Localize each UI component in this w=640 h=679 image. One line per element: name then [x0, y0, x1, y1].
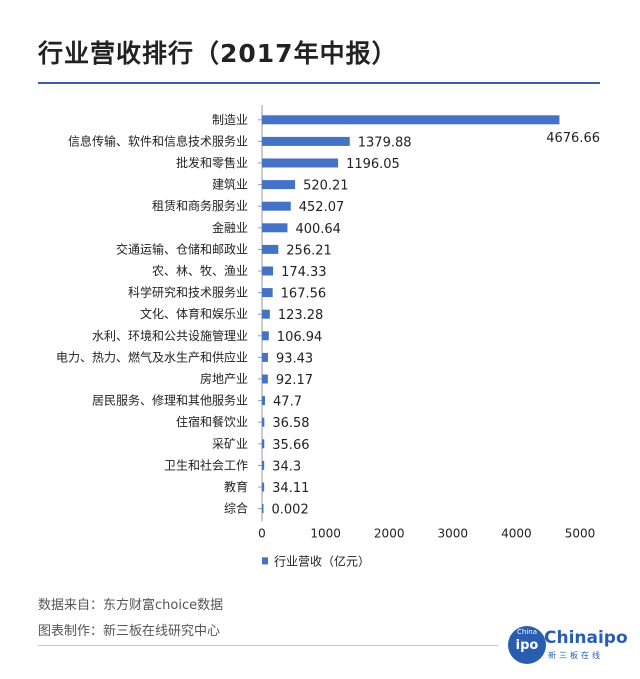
data-source-note: 数据来自：东方财富choice数据	[38, 598, 224, 613]
bar	[262, 136, 350, 146]
data-label: 47.7	[273, 395, 302, 410]
data-label: 520.21	[303, 179, 349, 194]
category-label: 房地产业	[200, 371, 248, 386]
data-label: 174.33	[281, 265, 327, 280]
chart-title: 行业营收排行（2017年中报）	[38, 39, 398, 68]
bar	[262, 309, 270, 319]
bar	[262, 223, 288, 233]
data-label: 1196.05	[346, 157, 400, 172]
category-label: 金融业	[212, 220, 248, 235]
data-label: 92.17	[276, 373, 313, 388]
bar	[262, 374, 268, 384]
category-label: 卫生和社会工作	[164, 457, 248, 472]
logo-badge-small-text: China	[517, 628, 537, 636]
x-tick-label: 1000	[310, 526, 341, 540]
data-label: 167.56	[281, 287, 327, 302]
data-label: 35.66	[272, 438, 309, 453]
data-label: 34.11	[272, 481, 309, 496]
bar-chart: 制造业 4676.66 信息传输、软件和信息技术服务业 1379.88 批发和零售业 11…	[56, 105, 600, 568]
legend-label: 行业营收（亿元）	[274, 553, 370, 568]
bar	[262, 201, 291, 211]
data-label: 34.3	[272, 459, 301, 474]
legend-swatch	[262, 557, 268, 565]
category-label: 科学研究和技术服务业	[128, 285, 248, 300]
category-label: 文化、体育和娱乐业	[140, 306, 248, 321]
logo-brand-text: Chinaipo	[544, 628, 628, 648]
bar	[262, 266, 274, 276]
chinaipo-logo: China ipo Chinaipo 新三板在线	[508, 626, 628, 666]
category-label: 交通运输、仓储和邮政业	[116, 241, 248, 256]
logo-subtitle-text: 新三板在线	[548, 651, 603, 660]
data-label: 256.21	[286, 243, 332, 258]
data-label: 452.07	[299, 200, 345, 215]
category-label: 采矿业	[212, 437, 248, 451]
data-label: 93.43	[276, 351, 313, 366]
x-tick-label: 3000	[438, 526, 469, 540]
data-label: 0.002	[272, 503, 309, 518]
category-label: 信息传输、软件和信息技术服务业	[68, 133, 248, 148]
footer-divider	[38, 645, 498, 646]
bar	[262, 417, 265, 427]
data-label: 106.94	[277, 330, 323, 345]
title-divider	[38, 82, 600, 84]
bar	[262, 158, 339, 168]
logo-badge: China ipo	[508, 626, 546, 664]
bar	[262, 244, 279, 254]
bar	[262, 482, 265, 492]
category-label: 教育	[224, 479, 248, 494]
data-label: 400.64	[295, 222, 341, 237]
category-label: 水利、环境和公共设施管理业	[92, 328, 248, 343]
category-label: 居民服务、修理和其他服务业	[92, 393, 248, 408]
x-tick-label: 5000	[565, 526, 596, 540]
category-label: 电力、热力、燃气及水生产和供应业	[56, 349, 248, 364]
x-tick-label: 4000	[501, 526, 532, 540]
bar	[262, 180, 296, 190]
logo-badge-text: ipo	[515, 638, 539, 653]
category-label: 建筑业	[212, 177, 248, 192]
bar	[262, 288, 273, 298]
bar	[262, 439, 265, 449]
data-label: 36.58	[272, 416, 309, 431]
chart-credit-note: 图表制作：新三板在线研究中心	[38, 624, 221, 639]
category-label: 住宿和餐饮业	[176, 414, 248, 429]
bar	[262, 396, 266, 406]
data-label: 4676.66	[546, 131, 600, 146]
x-tick-label: 0	[258, 526, 266, 540]
x-tick-label: 2000	[374, 526, 405, 540]
category-label: 农、林、牧、渔业	[152, 264, 248, 278]
data-label: 1379.88	[358, 135, 412, 150]
category-label: 批发和零售业	[176, 155, 248, 170]
bar	[262, 115, 560, 125]
bar	[262, 504, 264, 514]
bar	[262, 352, 268, 362]
bar	[262, 460, 265, 470]
category-label: 租赁和商务服务业	[152, 198, 248, 213]
bar	[262, 331, 269, 341]
data-label: 123.28	[278, 308, 324, 323]
category-label: 综合	[224, 501, 248, 516]
category-label: 制造业	[212, 113, 248, 127]
